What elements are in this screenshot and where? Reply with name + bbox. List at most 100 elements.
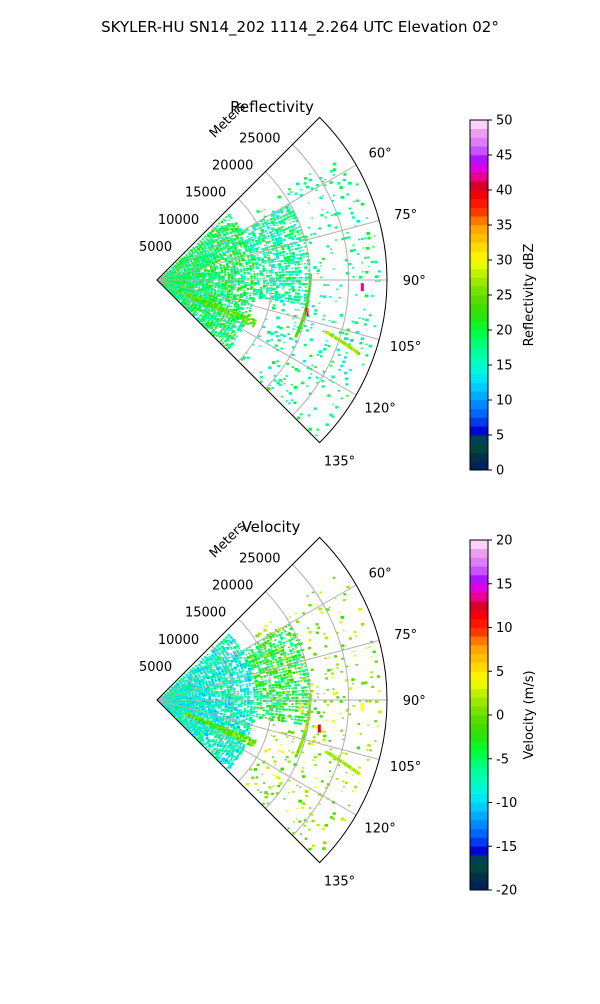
data-cell <box>255 652 257 654</box>
data-cell <box>273 702 276 705</box>
data-cell <box>199 310 202 312</box>
data-cell <box>306 186 310 189</box>
data-cell <box>242 654 244 656</box>
data-cell <box>216 225 219 227</box>
data-cell <box>304 686 307 688</box>
colorbar-segment <box>470 269 488 278</box>
data-cell <box>259 241 262 243</box>
data-cell <box>297 290 299 291</box>
data-cell <box>231 320 233 322</box>
data-cell <box>254 702 256 703</box>
data-cell <box>300 260 302 262</box>
data-cell <box>224 640 228 643</box>
data-cell <box>300 680 302 682</box>
data-cell <box>224 269 226 271</box>
data-cell <box>277 326 280 329</box>
data-cell <box>285 214 287 216</box>
data-cell <box>353 245 355 247</box>
data-cell <box>256 711 258 712</box>
data-cell <box>215 719 218 722</box>
colorbar-segment <box>470 461 488 470</box>
data-cell <box>303 673 306 676</box>
data-cell <box>214 736 217 738</box>
data-cell <box>237 269 239 271</box>
data-cell <box>243 690 246 692</box>
data-cell <box>249 672 252 674</box>
data-cell <box>234 327 236 329</box>
colorbar-tick-label: 15 <box>496 359 513 374</box>
data-cell <box>282 309 285 312</box>
data-cell <box>366 217 368 219</box>
data-cell <box>365 271 368 274</box>
data-cell <box>219 314 221 316</box>
data-cell <box>284 720 287 722</box>
data-cell <box>299 277 301 279</box>
data-cell <box>257 275 259 276</box>
data-cell <box>281 639 283 640</box>
data-cell <box>228 282 230 284</box>
data-cell <box>267 664 269 666</box>
data-cell <box>287 676 289 678</box>
data-cell <box>249 265 252 267</box>
data-cell <box>290 301 293 303</box>
data-cell <box>298 234 300 236</box>
data-cell <box>262 714 265 716</box>
data-cell <box>206 658 210 661</box>
data-cell <box>320 214 323 217</box>
data-cell <box>231 302 233 304</box>
data-cell <box>234 693 236 694</box>
data-cell <box>272 293 274 294</box>
data-cell <box>237 239 239 240</box>
data-cell <box>237 256 239 258</box>
data-cell <box>290 207 292 208</box>
data-cell <box>294 644 297 647</box>
data-cell <box>253 243 256 245</box>
data-cell <box>245 322 247 324</box>
data-cell <box>250 706 253 708</box>
data-cell <box>256 242 259 245</box>
data-cell <box>268 262 270 264</box>
data-cell <box>275 345 278 347</box>
data-cell <box>280 209 284 212</box>
data-cell <box>351 212 354 215</box>
data-cell <box>199 315 201 316</box>
data-cell <box>246 292 248 294</box>
data-cell <box>249 319 251 321</box>
data-cell <box>241 274 243 276</box>
data-cell <box>284 235 287 238</box>
data-cell <box>211 711 214 713</box>
data-cell <box>374 325 377 327</box>
data-cell <box>255 250 258 252</box>
data-cell <box>281 720 284 723</box>
data-cell <box>299 657 301 659</box>
data-cell <box>238 233 241 236</box>
data-cell <box>263 270 265 272</box>
data-cell <box>193 253 195 254</box>
data-cell <box>228 340 230 341</box>
colorbar-segment <box>470 286 488 295</box>
data-cell <box>272 242 274 244</box>
data-cell <box>284 383 286 385</box>
data-cell <box>262 268 265 271</box>
data-cell <box>262 688 266 691</box>
data-cell <box>271 665 274 667</box>
data-cell <box>205 707 207 708</box>
data-cell <box>256 686 258 688</box>
data-cell <box>235 332 237 333</box>
data-cell <box>209 282 211 283</box>
data-cell <box>253 291 255 293</box>
data-cell <box>225 636 228 638</box>
data-cell <box>244 278 246 280</box>
colorbar-segment <box>470 129 488 138</box>
data-cell <box>192 692 194 694</box>
data-cell <box>292 694 294 696</box>
data-cell <box>210 677 212 678</box>
data-cell <box>231 217 233 219</box>
data-cell <box>253 273 255 275</box>
data-cell <box>288 298 291 301</box>
data-cell <box>247 323 249 325</box>
data-cell <box>336 289 338 291</box>
data-cell <box>254 275 256 277</box>
data-cell <box>246 671 248 673</box>
data-cell <box>269 275 271 277</box>
